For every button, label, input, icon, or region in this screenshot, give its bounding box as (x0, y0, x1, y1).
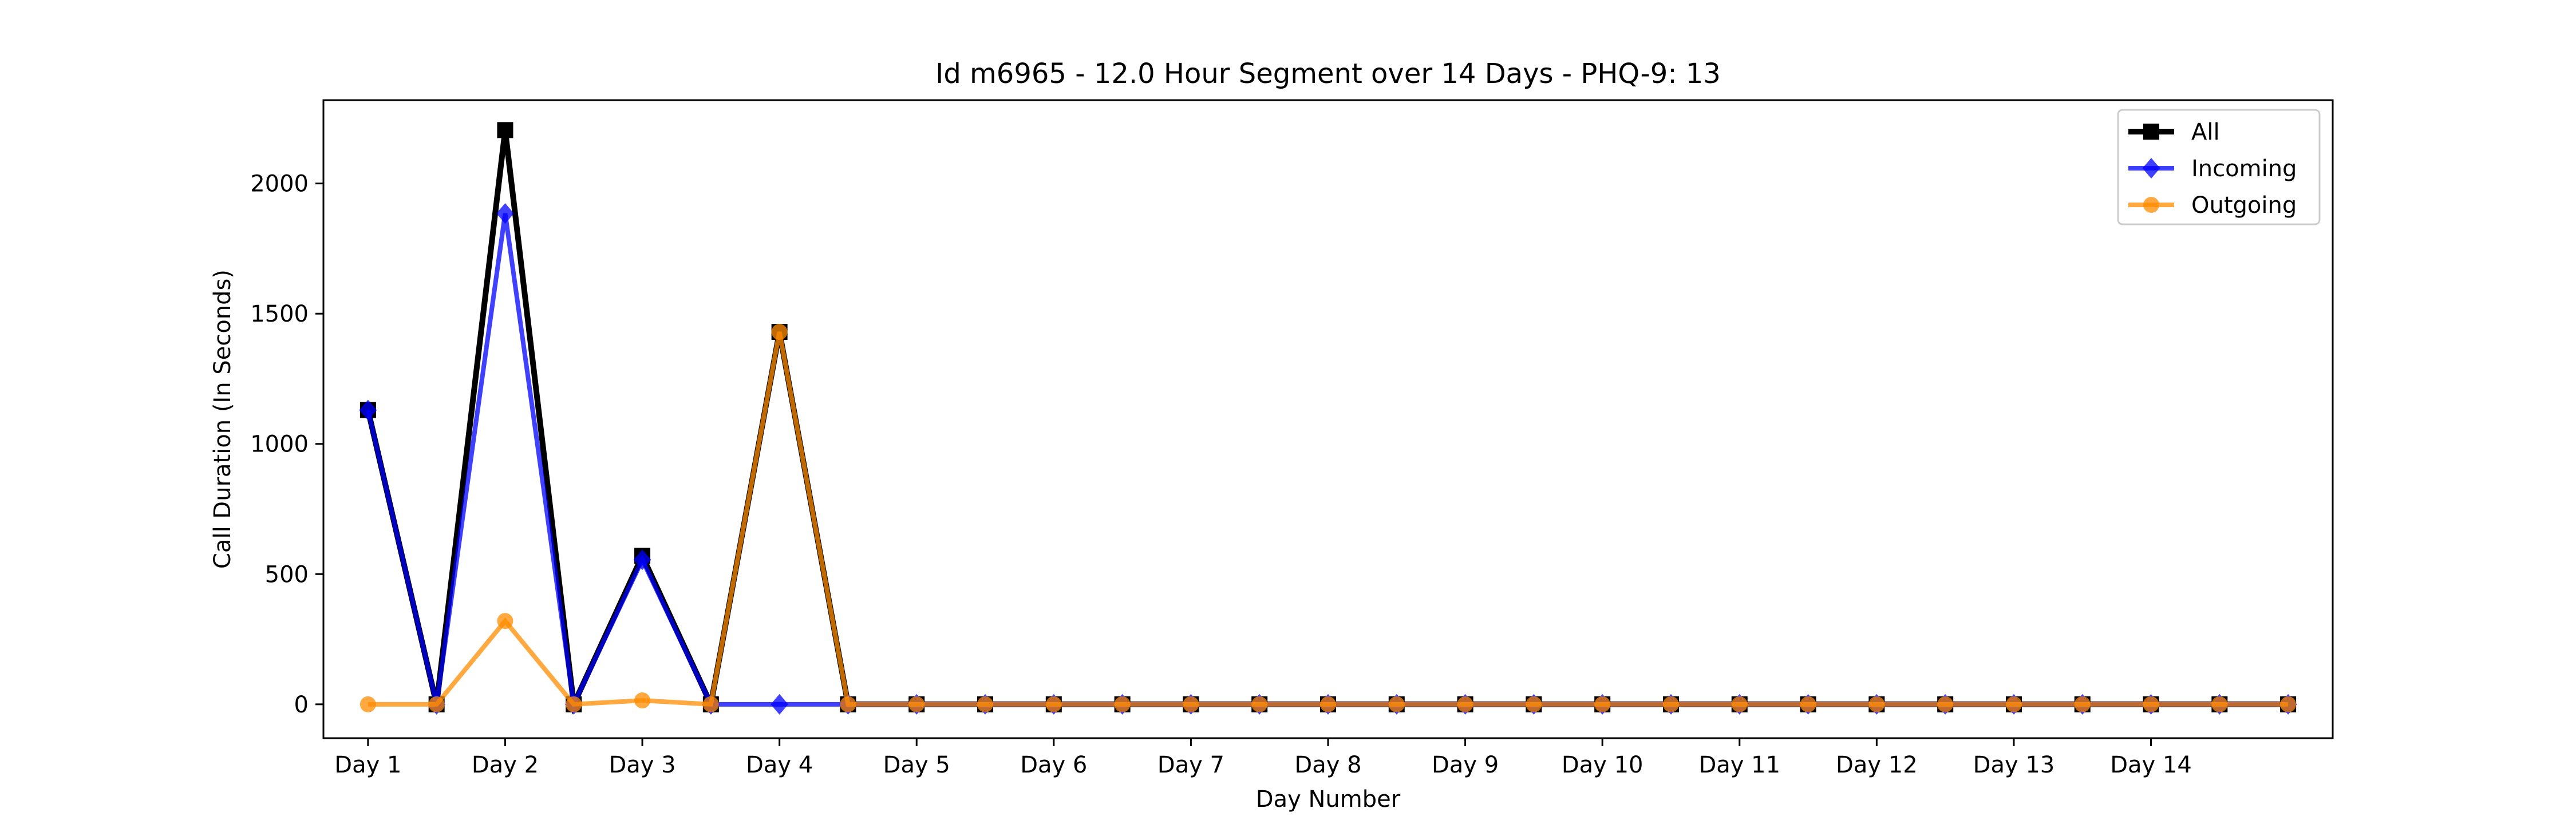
data-point (1594, 696, 1611, 712)
data-point (1800, 696, 1816, 712)
data-point (2142, 158, 2160, 179)
data-point (1183, 696, 1199, 712)
x-tick-label: Day 1 (334, 752, 401, 778)
x-tick-label: Day 6 (1020, 752, 1087, 778)
x-tick-label: Day 2 (472, 752, 539, 778)
data-point (702, 696, 719, 712)
legend: All Incoming Outgoing (2117, 109, 2321, 225)
x-tick-label: Day 11 (1698, 752, 1780, 778)
legend-item-incoming: Incoming (2128, 156, 2297, 182)
x-tick-label: Day 13 (1973, 752, 2055, 778)
plot-frame (322, 99, 2334, 739)
legend-item-outgoing: Outgoing (2128, 192, 2297, 219)
legend-item-all: All (2128, 119, 2220, 145)
y-tick-label: 1000 (250, 431, 309, 458)
legend-box (2117, 109, 2321, 225)
data-point (2143, 197, 2159, 213)
data-point (497, 613, 513, 629)
data-point (497, 122, 513, 138)
x-tick-label: Day 3 (609, 752, 675, 778)
data-point (1731, 696, 1748, 712)
series-all (359, 122, 2297, 715)
data-point (633, 549, 651, 571)
x-tick-label: Day 8 (1294, 752, 1361, 778)
series-incoming (359, 203, 2297, 715)
y-tick-label: 0 (294, 692, 309, 718)
data-point (771, 324, 788, 340)
data-point (1114, 696, 1131, 712)
data-point (977, 696, 994, 712)
data-point (2005, 696, 2022, 712)
data-point (496, 203, 514, 224)
series-line (368, 331, 2289, 707)
legend-label: Outgoing (2191, 192, 2297, 219)
data-point (1662, 696, 1679, 712)
data-point (566, 696, 582, 712)
x-tick-label: Day 7 (1157, 752, 1224, 778)
x-tick-label: Day 4 (746, 752, 813, 778)
legend-label: Incoming (2191, 156, 2297, 182)
data-point (359, 399, 377, 421)
y-axis-label: Call Duration (In Seconds) (210, 270, 236, 569)
data-point (2280, 696, 2297, 712)
series-outgoing (359, 324, 2297, 712)
x-tick-label: Day 14 (2110, 752, 2192, 778)
chart-title: Id m6965 - 12.0 Hour Segment over 14 Day… (935, 58, 1721, 90)
data-point (1526, 696, 1542, 712)
data-point (2143, 696, 2159, 712)
series-layer (359, 122, 2297, 715)
data-point (2143, 124, 2159, 140)
axes-layer: 0 500 1000 1500 2000 Day 1 Day 2 Day 3 Day 4 Day … (250, 99, 2334, 778)
series-line (365, 213, 2289, 712)
data-point (428, 696, 445, 712)
data-point (359, 696, 376, 712)
data-point (1868, 696, 1885, 712)
x-axis-label: Day Number (1256, 786, 1401, 813)
data-point (2074, 696, 2091, 712)
legend-label: All (2191, 119, 2220, 145)
data-point (1388, 696, 1405, 712)
data-point (2211, 696, 2228, 712)
data-point (1457, 696, 1473, 712)
x-tick-label: Day 5 (883, 752, 950, 778)
data-point (771, 694, 788, 715)
data-point (634, 692, 651, 709)
y-tick-label: 2000 (250, 171, 309, 197)
data-point (908, 696, 925, 712)
data-point (1937, 696, 1954, 712)
data-point (1251, 696, 1268, 712)
x-tick-label: Day 9 (1432, 752, 1499, 778)
y-tick-label: 1500 (250, 301, 309, 327)
data-point (1320, 696, 1336, 712)
series-line (365, 129, 2289, 715)
data-point (1045, 696, 1062, 712)
x-tick-label: Day 12 (1836, 752, 1918, 778)
x-tick-label: Day 10 (1562, 752, 1643, 778)
y-tick-label: 500 (265, 561, 309, 588)
data-point (840, 696, 856, 712)
